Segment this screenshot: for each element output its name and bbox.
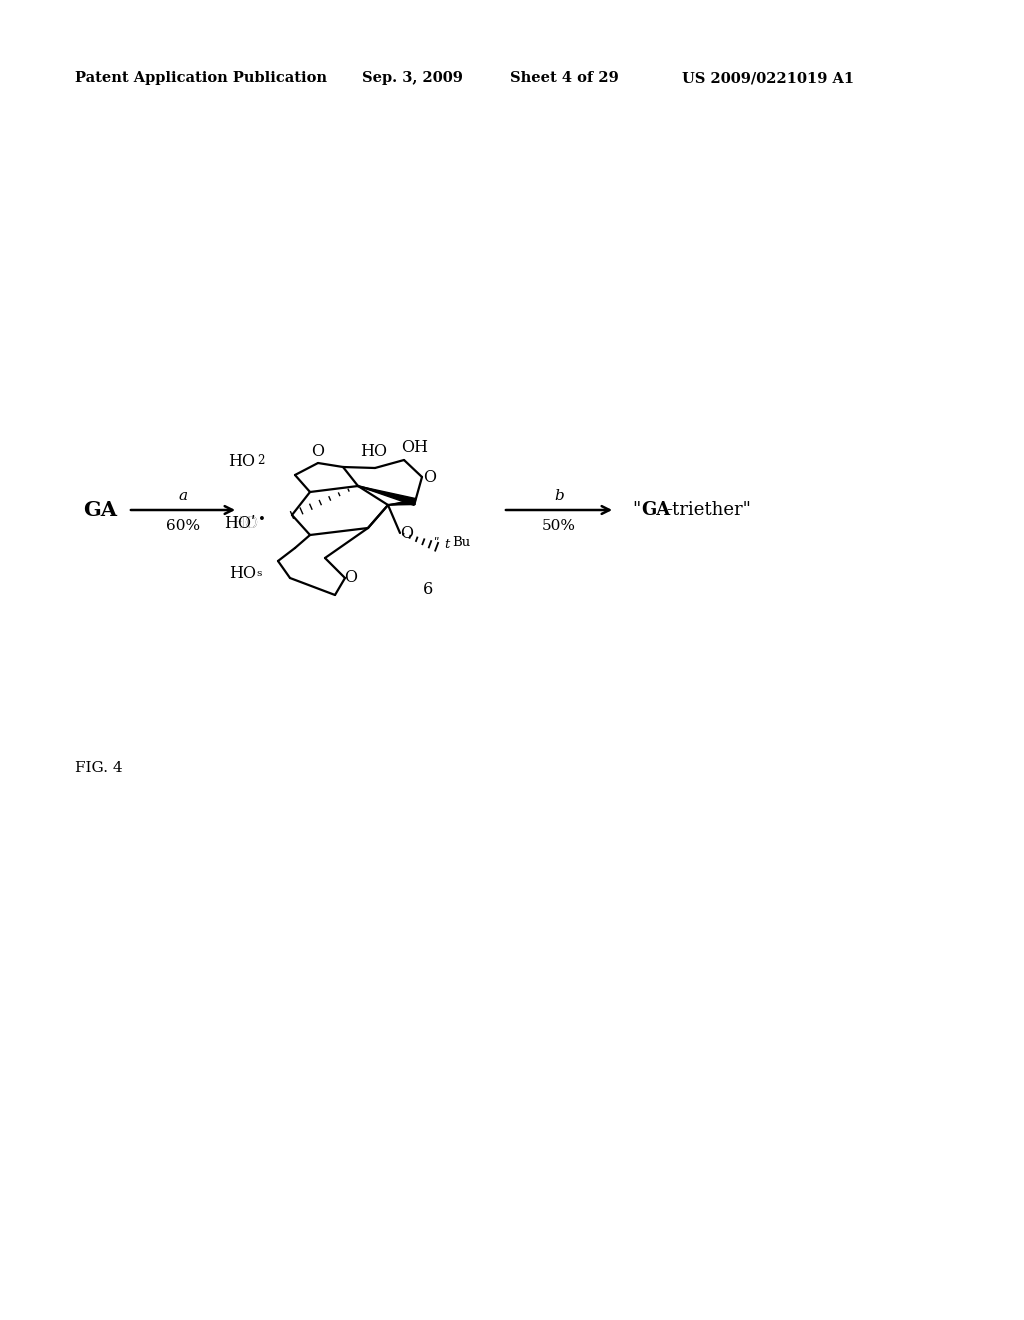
Text: HO: HO bbox=[231, 515, 258, 532]
Text: HO: HO bbox=[229, 565, 256, 582]
Text: ": " bbox=[632, 502, 640, 519]
Text: •: • bbox=[258, 513, 266, 527]
Text: s: s bbox=[256, 569, 261, 578]
Text: FIG. 4: FIG. 4 bbox=[75, 762, 123, 775]
Text: HOʹ: HOʹ bbox=[224, 516, 256, 532]
Text: HO: HO bbox=[360, 444, 387, 461]
Text: O: O bbox=[424, 470, 436, 487]
Text: HO: HO bbox=[228, 454, 255, 470]
Text: O: O bbox=[400, 524, 413, 541]
Text: US 2009/0221019 A1: US 2009/0221019 A1 bbox=[682, 71, 854, 84]
Text: Patent Application Publication: Patent Application Publication bbox=[75, 71, 327, 84]
Text: 6: 6 bbox=[423, 582, 433, 598]
Text: 2: 2 bbox=[257, 454, 264, 467]
Text: b: b bbox=[554, 488, 564, 503]
Polygon shape bbox=[388, 499, 416, 506]
Text: Bu: Bu bbox=[452, 536, 470, 549]
Text: 50%: 50% bbox=[542, 519, 575, 533]
Text: t: t bbox=[444, 539, 450, 552]
Text: GA: GA bbox=[83, 500, 117, 520]
Text: HO: HO bbox=[231, 516, 258, 532]
Text: GA: GA bbox=[641, 502, 671, 519]
Text: OH: OH bbox=[401, 440, 428, 457]
Text: Sep. 3, 2009: Sep. 3, 2009 bbox=[362, 71, 463, 84]
Text: O: O bbox=[311, 444, 325, 461]
Text: O: O bbox=[344, 569, 357, 586]
Polygon shape bbox=[358, 486, 416, 506]
Text: Sheet 4 of 29: Sheet 4 of 29 bbox=[510, 71, 618, 84]
Text: 60%: 60% bbox=[166, 519, 200, 533]
Text: -triether": -triether" bbox=[666, 502, 751, 519]
Text: ʹʹ: ʹʹ bbox=[433, 536, 440, 549]
Text: a: a bbox=[178, 488, 187, 503]
